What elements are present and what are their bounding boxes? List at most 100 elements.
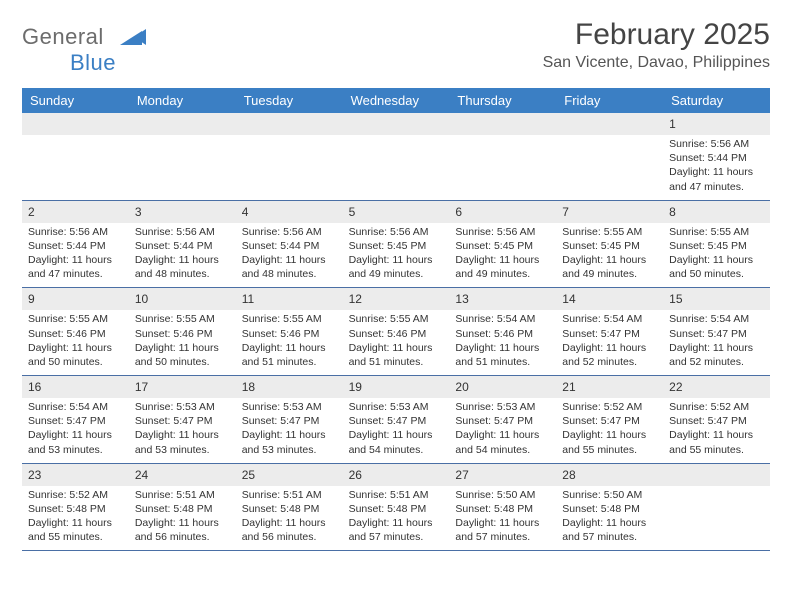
sunset-line: Sunset: 5:46 PM <box>242 327 337 341</box>
brand-mark-icon <box>120 27 148 47</box>
day-number: 25 <box>242 468 255 482</box>
weekday-header: Saturday <box>663 88 770 113</box>
calendar-cell: 7Sunrise: 5:55 AMSunset: 5:45 PMDaylight… <box>556 201 663 288</box>
calendar-cell <box>343 113 450 200</box>
sunrise-line: Sunrise: 5:55 AM <box>349 312 444 326</box>
day-number: 3 <box>135 205 142 219</box>
calendar-cell: 28Sunrise: 5:50 AMSunset: 5:48 PMDayligh… <box>556 464 663 551</box>
sunset-line: Sunset: 5:45 PM <box>349 239 444 253</box>
daylight-line: Daylight: 11 hours and 51 minutes. <box>349 341 444 369</box>
daylight-line: Daylight: 11 hours and 56 minutes. <box>242 516 337 544</box>
sunrise-line: Sunrise: 5:53 AM <box>455 400 550 414</box>
calendar-cell: 14Sunrise: 5:54 AMSunset: 5:47 PMDayligh… <box>556 288 663 375</box>
day-number: 11 <box>242 292 254 306</box>
calendar-cell: 12Sunrise: 5:55 AMSunset: 5:46 PMDayligh… <box>343 288 450 375</box>
calendar-week-row: 16Sunrise: 5:54 AMSunset: 5:47 PMDayligh… <box>22 376 770 464</box>
day-number-band <box>663 464 770 486</box>
sunrise-line: Sunrise: 5:53 AM <box>242 400 337 414</box>
daylight-line: Daylight: 11 hours and 48 minutes. <box>135 253 230 281</box>
day-number-band <box>129 113 236 135</box>
daylight-line: Daylight: 11 hours and 57 minutes. <box>562 516 657 544</box>
brand-name-b: Blue <box>70 50 116 75</box>
day-number: 8 <box>669 205 676 219</box>
day-number-band: 11 <box>236 288 343 310</box>
day-number-band <box>556 113 663 135</box>
sunrise-line: Sunrise: 5:55 AM <box>242 312 337 326</box>
sunrise-line: Sunrise: 5:52 AM <box>562 400 657 414</box>
sunset-line: Sunset: 5:48 PM <box>242 502 337 516</box>
calendar-cell: 9Sunrise: 5:55 AMSunset: 5:46 PMDaylight… <box>22 288 129 375</box>
calendar-cell: 17Sunrise: 5:53 AMSunset: 5:47 PMDayligh… <box>129 376 236 463</box>
day-number: 18 <box>242 380 255 394</box>
weekday-header: Sunday <box>22 88 129 113</box>
sunset-line: Sunset: 5:44 PM <box>135 239 230 253</box>
sunrise-line: Sunrise: 5:55 AM <box>562 225 657 239</box>
day-number: 9 <box>28 292 35 306</box>
day-number: 1 <box>669 117 676 131</box>
daylight-line: Daylight: 11 hours and 50 minutes. <box>135 341 230 369</box>
sunset-line: Sunset: 5:46 PM <box>455 327 550 341</box>
sunset-line: Sunset: 5:47 PM <box>135 414 230 428</box>
sunset-line: Sunset: 5:44 PM <box>28 239 123 253</box>
calendar-cell: 10Sunrise: 5:55 AMSunset: 5:46 PMDayligh… <box>129 288 236 375</box>
day-number: 6 <box>455 205 462 219</box>
day-number-band: 17 <box>129 376 236 398</box>
day-number: 22 <box>669 380 682 394</box>
day-number-band: 4 <box>236 201 343 223</box>
calendar-cell: 27Sunrise: 5:50 AMSunset: 5:48 PMDayligh… <box>449 464 556 551</box>
daylight-line: Daylight: 11 hours and 47 minutes. <box>669 165 764 193</box>
weekday-header: Thursday <box>449 88 556 113</box>
calendar-cell: 2Sunrise: 5:56 AMSunset: 5:44 PMDaylight… <box>22 201 129 288</box>
day-number: 14 <box>562 292 575 306</box>
day-number-band: 6 <box>449 201 556 223</box>
sunrise-line: Sunrise: 5:56 AM <box>455 225 550 239</box>
sunset-line: Sunset: 5:47 PM <box>669 414 764 428</box>
sunrise-line: Sunrise: 5:55 AM <box>669 225 764 239</box>
sunset-line: Sunset: 5:45 PM <box>669 239 764 253</box>
day-number-band: 24 <box>129 464 236 486</box>
daylight-line: Daylight: 11 hours and 55 minutes. <box>28 516 123 544</box>
sunset-line: Sunset: 5:47 PM <box>455 414 550 428</box>
day-number <box>455 117 458 131</box>
sunset-line: Sunset: 5:46 PM <box>135 327 230 341</box>
sunrise-line: Sunrise: 5:55 AM <box>135 312 230 326</box>
day-number <box>242 117 245 131</box>
sunset-line: Sunset: 5:47 PM <box>28 414 123 428</box>
day-number <box>562 117 565 131</box>
sunset-line: Sunset: 5:45 PM <box>562 239 657 253</box>
day-number-band <box>343 113 450 135</box>
day-number-band: 15 <box>663 288 770 310</box>
calendar-cell <box>556 113 663 200</box>
day-number-band: 18 <box>236 376 343 398</box>
day-number <box>135 117 138 131</box>
day-number-band <box>236 113 343 135</box>
weekday-header: Friday <box>556 88 663 113</box>
calendar-cell: 19Sunrise: 5:53 AMSunset: 5:47 PMDayligh… <box>343 376 450 463</box>
daylight-line: Daylight: 11 hours and 50 minutes. <box>669 253 764 281</box>
sunrise-line: Sunrise: 5:51 AM <box>242 488 337 502</box>
day-number-band: 13 <box>449 288 556 310</box>
weekday-header-row: Sunday Monday Tuesday Wednesday Thursday… <box>22 88 770 113</box>
calendar-cell: 20Sunrise: 5:53 AMSunset: 5:47 PMDayligh… <box>449 376 556 463</box>
sunset-line: Sunset: 5:47 PM <box>562 327 657 341</box>
sunrise-line: Sunrise: 5:54 AM <box>669 312 764 326</box>
calendar-week-row: 23Sunrise: 5:52 AMSunset: 5:48 PMDayligh… <box>22 464 770 552</box>
sunset-line: Sunset: 5:47 PM <box>669 327 764 341</box>
daylight-line: Daylight: 11 hours and 54 minutes. <box>455 428 550 456</box>
sunset-line: Sunset: 5:46 PM <box>28 327 123 341</box>
day-number: 21 <box>562 380 575 394</box>
sunrise-line: Sunrise: 5:56 AM <box>242 225 337 239</box>
calendar-cell <box>449 113 556 200</box>
day-number-band: 26 <box>343 464 450 486</box>
day-number: 12 <box>349 292 362 306</box>
daylight-line: Daylight: 11 hours and 57 minutes. <box>349 516 444 544</box>
calendar-cell: 3Sunrise: 5:56 AMSunset: 5:44 PMDaylight… <box>129 201 236 288</box>
sunset-line: Sunset: 5:44 PM <box>669 151 764 165</box>
calendar-cell: 13Sunrise: 5:54 AMSunset: 5:46 PMDayligh… <box>449 288 556 375</box>
calendar-cell: 23Sunrise: 5:52 AMSunset: 5:48 PMDayligh… <box>22 464 129 551</box>
calendar-cell: 24Sunrise: 5:51 AMSunset: 5:48 PMDayligh… <box>129 464 236 551</box>
calendar-page: General Blue February 2025 San Vicente, … <box>0 0 792 612</box>
day-number-band: 9 <box>22 288 129 310</box>
day-number-band: 2 <box>22 201 129 223</box>
calendar-week-row: 9Sunrise: 5:55 AMSunset: 5:46 PMDaylight… <box>22 288 770 376</box>
